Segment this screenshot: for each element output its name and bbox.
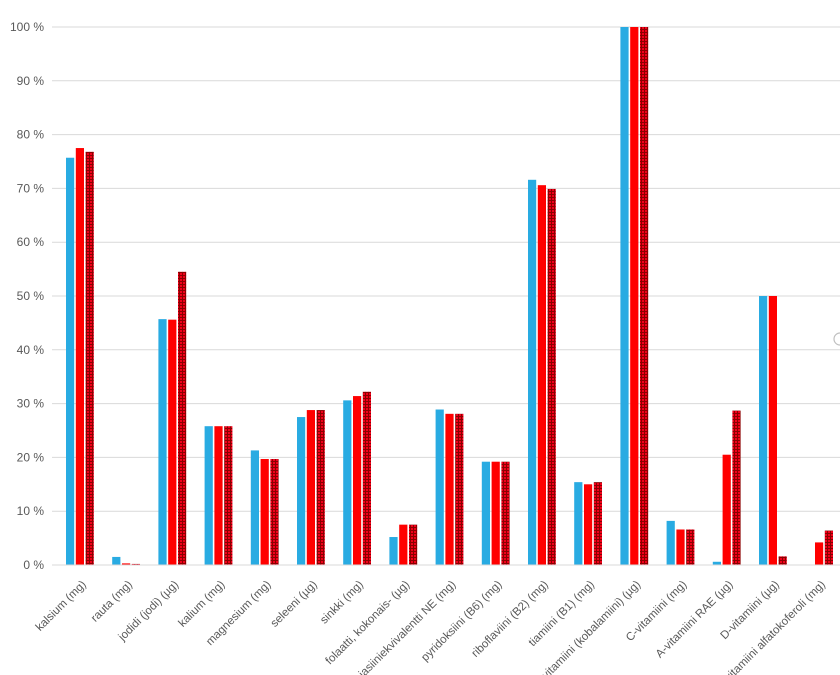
- bar: [297, 417, 306, 565]
- x-tick-label: sinkki (mg): [318, 579, 366, 627]
- y-tick-label: 30 %: [17, 397, 45, 411]
- y-tick-label: 70 %: [17, 181, 45, 195]
- bar: [666, 520, 675, 565]
- x-tick-label: A-vitamiini RAE (µg): [654, 579, 736, 661]
- y-tick-label: 20 %: [17, 450, 45, 464]
- bar: [445, 413, 454, 565]
- bar: [343, 400, 352, 565]
- bar: [362, 391, 371, 565]
- legend-fragment-icon: [833, 332, 840, 346]
- bar: [75, 148, 84, 566]
- bar: [85, 151, 94, 566]
- bar: [620, 27, 629, 565]
- bar: [316, 410, 325, 565]
- bar: [131, 563, 140, 565]
- x-tick-label: riboflaviini (B2) (mg): [470, 579, 551, 660]
- bar: [630, 27, 639, 565]
- bar: [593, 482, 602, 565]
- x-tick-label: seleeni (µg): [269, 579, 320, 630]
- bar: [112, 556, 121, 565]
- bar: [389, 537, 398, 565]
- bar: [732, 410, 741, 565]
- bar: [722, 454, 731, 565]
- bar: [676, 529, 685, 565]
- bar: [501, 461, 510, 565]
- bar: [686, 529, 695, 565]
- bar: [122, 563, 131, 565]
- bar: [712, 561, 721, 565]
- bar: [547, 188, 556, 566]
- bar: [178, 271, 187, 565]
- x-axis-tick-labels: kalsium (mg) rauta (mg)jodidi (jodi) (µg)…: [34, 579, 828, 675]
- y-tick-label: 0 %: [23, 558, 44, 572]
- y-tick-label: 90 %: [17, 74, 45, 88]
- bar: [353, 396, 362, 565]
- bar: [537, 185, 546, 565]
- y-tick-label: 60 %: [17, 235, 45, 249]
- bar: [640, 27, 649, 565]
- y-axis-tick-labels: 0 % 10 % 20 % 30 % 40 % 50 % 60 % 70 % 80 % 90 % 1…: [10, 20, 44, 572]
- x-tick-label: kalsium (mg): [34, 579, 89, 634]
- bar: [435, 409, 444, 565]
- bar: [778, 556, 787, 565]
- bar: [250, 450, 259, 565]
- bar: [168, 319, 177, 565]
- bar: [260, 459, 269, 565]
- x-tick-label: pyridoksiini (B6) (mg): [419, 579, 504, 664]
- bar: [409, 524, 418, 565]
- bar: [584, 484, 593, 565]
- bars: [66, 27, 833, 566]
- bar: [399, 524, 408, 565]
- bar: [66, 157, 75, 565]
- x-tick-label: folaatti, kokonais- (µg): [324, 579, 413, 668]
- bar: [224, 426, 233, 565]
- bar: [491, 461, 500, 565]
- y-tick-label: 10 %: [17, 504, 45, 518]
- x-tick-label: rauta (mg): [89, 579, 135, 625]
- bar: [574, 482, 583, 565]
- bar: [158, 319, 167, 565]
- y-tick-label: 80 %: [17, 128, 45, 142]
- bar: [204, 426, 213, 565]
- y-tick-label: 50 %: [17, 289, 45, 303]
- y-tick-label: 40 %: [17, 343, 45, 357]
- bar: [306, 410, 315, 565]
- x-tick-label: kalium (mg): [176, 579, 227, 630]
- bar: [481, 461, 490, 565]
- bar: [759, 296, 768, 565]
- bar: [455, 413, 464, 565]
- bar: [214, 426, 223, 565]
- bar: [815, 542, 824, 565]
- bar: [768, 296, 777, 565]
- y-tick-label: 100 %: [10, 20, 44, 34]
- bar: [528, 179, 537, 566]
- bar: [824, 530, 833, 565]
- bar: [270, 459, 279, 565]
